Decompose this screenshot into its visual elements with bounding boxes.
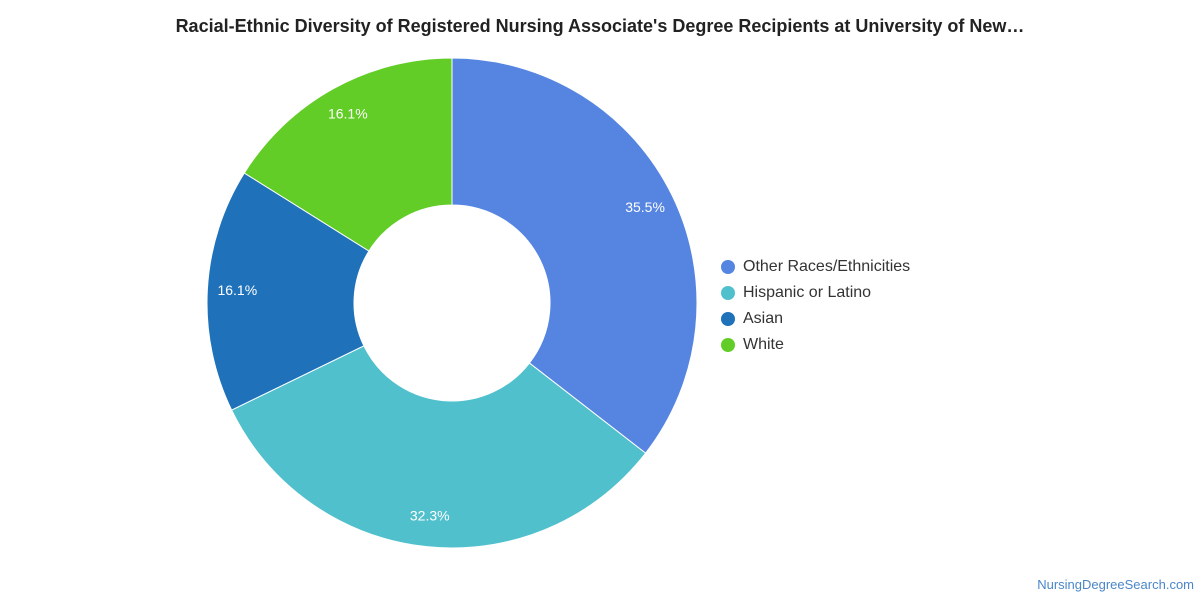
slice-label-asian: 16.1%	[217, 282, 257, 298]
donut-slices	[206, 57, 698, 549]
legend-swatch	[721, 312, 735, 326]
slice-asian[interactable]	[206, 172, 370, 411]
legend-swatch	[721, 338, 735, 352]
chart-title: Racial-Ethnic Diversity of Registered Nu…	[175, 16, 1025, 36]
slice-other-races-ethnicities[interactable]	[451, 57, 698, 454]
legend-label: Hispanic or Latino	[743, 284, 872, 301]
slice-white[interactable]	[243, 57, 453, 252]
slice-hispanic-or-latino[interactable]	[230, 345, 647, 549]
legend-label: White	[743, 336, 784, 353]
slice-label-white: 16.1%	[328, 106, 368, 122]
legend-item-asian[interactable]: Asian	[721, 306, 910, 332]
legend-label: Other Races/Ethnicities	[743, 258, 911, 275]
slice-label-other-races-ethnicities: 35.5%	[625, 199, 665, 215]
slice-labels: 35.5% 32.3% 16.1% 16.1%	[217, 106, 664, 524]
legend-swatch	[721, 260, 735, 274]
slice-label-hispanic-or-latino: 32.3%	[410, 508, 450, 524]
chart-legend: Other Races/Ethnicities Hispanic or Latin…	[721, 254, 910, 358]
legend-item-other-races-ethnicities[interactable]: Other Races/Ethnicities	[721, 254, 910, 280]
legend-label: Asian	[743, 310, 784, 327]
source-link[interactable]: NursingDegreeSearch.com	[1037, 577, 1194, 592]
legend-item-hispanic-or-latino[interactable]: Hispanic or Latino	[721, 280, 910, 306]
legend-swatch	[721, 286, 735, 300]
legend-item-white[interactable]: White	[721, 332, 910, 358]
